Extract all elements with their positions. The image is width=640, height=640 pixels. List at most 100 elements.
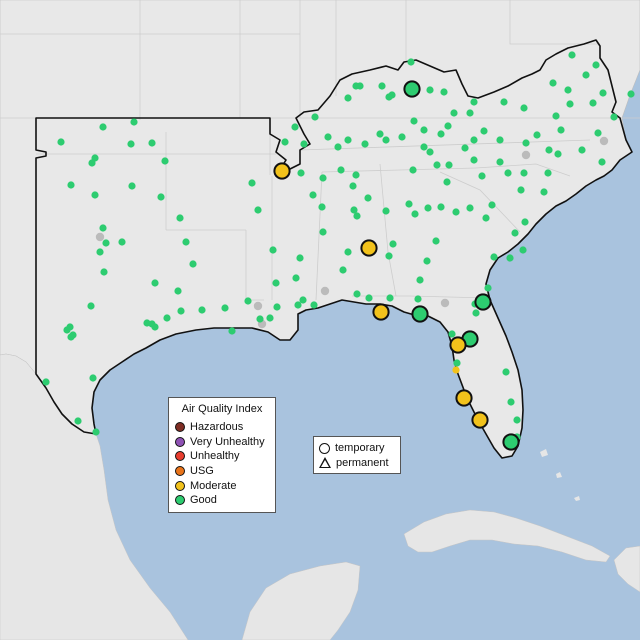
moderate-temporary-monitor[interactable]	[273, 162, 291, 180]
good-monitor-dot[interactable]	[310, 301, 318, 309]
good-temporary-monitor[interactable]	[502, 433, 520, 451]
good-monitor-dot[interactable]	[409, 166, 417, 174]
moderate-temporary-monitor[interactable]	[360, 239, 378, 257]
good-monitor-dot[interactable]	[433, 161, 441, 169]
good-monitor-dot[interactable]	[291, 123, 299, 131]
good-monitor-dot[interactable]	[540, 188, 548, 196]
moderate-temporary-monitor[interactable]	[455, 389, 473, 407]
good-monitor-dot[interactable]	[443, 178, 451, 186]
good-monitor-dot[interactable]	[148, 139, 156, 147]
inactive-monitor-dot[interactable]	[440, 298, 450, 308]
good-monitor-dot[interactable]	[517, 186, 525, 194]
good-monitor-dot[interactable]	[478, 172, 486, 180]
good-monitor-dot[interactable]	[100, 268, 108, 276]
good-monitor-dot[interactable]	[437, 130, 445, 138]
good-monitor-dot[interactable]	[382, 207, 390, 215]
good-monitor-dot[interactable]	[57, 138, 65, 146]
good-monitor-dot[interactable]	[470, 136, 478, 144]
good-monitor-dot[interactable]	[318, 203, 326, 211]
good-monitor-dot[interactable]	[504, 169, 512, 177]
good-monitor-dot[interactable]	[500, 98, 508, 106]
good-monitor-dot[interactable]	[533, 131, 541, 139]
good-monitor-dot[interactable]	[87, 302, 95, 310]
good-monitor-dot[interactable]	[424, 204, 432, 212]
inactive-monitor-dot[interactable]	[95, 232, 105, 242]
good-monitor-dot[interactable]	[472, 309, 480, 317]
good-monitor-dot[interactable]	[568, 51, 576, 59]
good-monitor-dot[interactable]	[482, 214, 490, 222]
good-monitor-dot[interactable]	[426, 86, 434, 94]
good-monitor-dot[interactable]	[182, 238, 190, 246]
good-monitor-dot[interactable]	[592, 61, 600, 69]
good-monitor-dot[interactable]	[386, 294, 394, 302]
good-monitor-dot[interactable]	[420, 143, 428, 151]
good-monitor-dot[interactable]	[557, 126, 565, 134]
good-monitor-dot[interactable]	[610, 113, 618, 121]
good-monitor-dot[interactable]	[496, 136, 504, 144]
good-monitor-dot[interactable]	[444, 122, 452, 130]
good-monitor-dot[interactable]	[269, 246, 277, 254]
good-monitor-dot[interactable]	[554, 150, 562, 158]
good-monitor-dot[interactable]	[410, 117, 418, 125]
good-monitor-dot[interactable]	[88, 159, 96, 167]
good-monitor-dot[interactable]	[420, 126, 428, 134]
good-monitor-dot[interactable]	[598, 158, 606, 166]
good-monitor-dot[interactable]	[552, 112, 560, 120]
good-monitor-dot[interactable]	[566, 100, 574, 108]
good-monitor-dot[interactable]	[564, 86, 572, 94]
good-monitor-dot[interactable]	[423, 257, 431, 265]
good-monitor-dot[interactable]	[91, 191, 99, 199]
good-monitor-dot[interactable]	[461, 144, 469, 152]
good-monitor-dot[interactable]	[414, 295, 422, 303]
good-monitor-dot[interactable]	[376, 130, 384, 138]
good-monitor-dot[interactable]	[254, 206, 262, 214]
good-monitor-dot[interactable]	[102, 239, 110, 247]
moderate-temporary-monitor[interactable]	[471, 411, 489, 429]
good-monitor-dot[interactable]	[63, 326, 71, 334]
good-monitor-dot[interactable]	[440, 88, 448, 96]
good-monitor-dot[interactable]	[502, 368, 510, 376]
good-monitor-dot[interactable]	[344, 94, 352, 102]
good-monitor-dot[interactable]	[589, 99, 597, 107]
good-monitor-dot[interactable]	[470, 156, 478, 164]
good-temporary-monitor[interactable]	[411, 305, 429, 323]
good-monitor-dot[interactable]	[344, 136, 352, 144]
good-monitor-dot[interactable]	[466, 204, 474, 212]
good-monitor-dot[interactable]	[519, 246, 527, 254]
good-monitor-dot[interactable]	[411, 210, 419, 218]
good-monitor-dot[interactable]	[177, 307, 185, 315]
good-monitor-dot[interactable]	[513, 416, 521, 424]
good-monitor-dot[interactable]	[67, 181, 75, 189]
good-monitor-dot[interactable]	[578, 146, 586, 154]
good-monitor-dot[interactable]	[426, 148, 434, 156]
moderate-temporary-monitor[interactable]	[449, 336, 467, 354]
good-monitor-dot[interactable]	[349, 182, 357, 190]
good-monitor-dot[interactable]	[151, 279, 159, 287]
good-monitor-dot[interactable]	[157, 193, 165, 201]
inactive-monitor-dot[interactable]	[521, 150, 531, 160]
good-monitor-dot[interactable]	[445, 161, 453, 169]
good-monitor-dot[interactable]	[356, 82, 364, 90]
good-monitor-dot[interactable]	[99, 224, 107, 232]
good-monitor-dot[interactable]	[118, 238, 126, 246]
good-monitor-dot[interactable]	[297, 169, 305, 177]
good-monitor-dot[interactable]	[337, 166, 345, 174]
good-monitor-dot[interactable]	[96, 248, 104, 256]
good-monitor-dot[interactable]	[339, 266, 347, 274]
good-monitor-dot[interactable]	[299, 296, 307, 304]
good-monitor-dot[interactable]	[353, 290, 361, 298]
good-monitor-dot[interactable]	[266, 314, 274, 322]
good-monitor-dot[interactable]	[228, 327, 236, 335]
good-monitor-dot[interactable]	[300, 140, 308, 148]
good-monitor-dot[interactable]	[273, 303, 281, 311]
good-monitor-dot[interactable]	[520, 169, 528, 177]
moderate-temporary-monitor[interactable]	[372, 303, 390, 321]
inactive-monitor-dot[interactable]	[599, 136, 609, 146]
good-monitor-dot[interactable]	[437, 203, 445, 211]
good-monitor-dot[interactable]	[128, 182, 136, 190]
good-monitor-dot[interactable]	[334, 143, 342, 151]
good-monitor-dot[interactable]	[127, 140, 135, 148]
good-monitor-dot[interactable]	[490, 253, 498, 261]
good-monitor-dot[interactable]	[452, 208, 460, 216]
good-monitor-dot[interactable]	[352, 171, 360, 179]
